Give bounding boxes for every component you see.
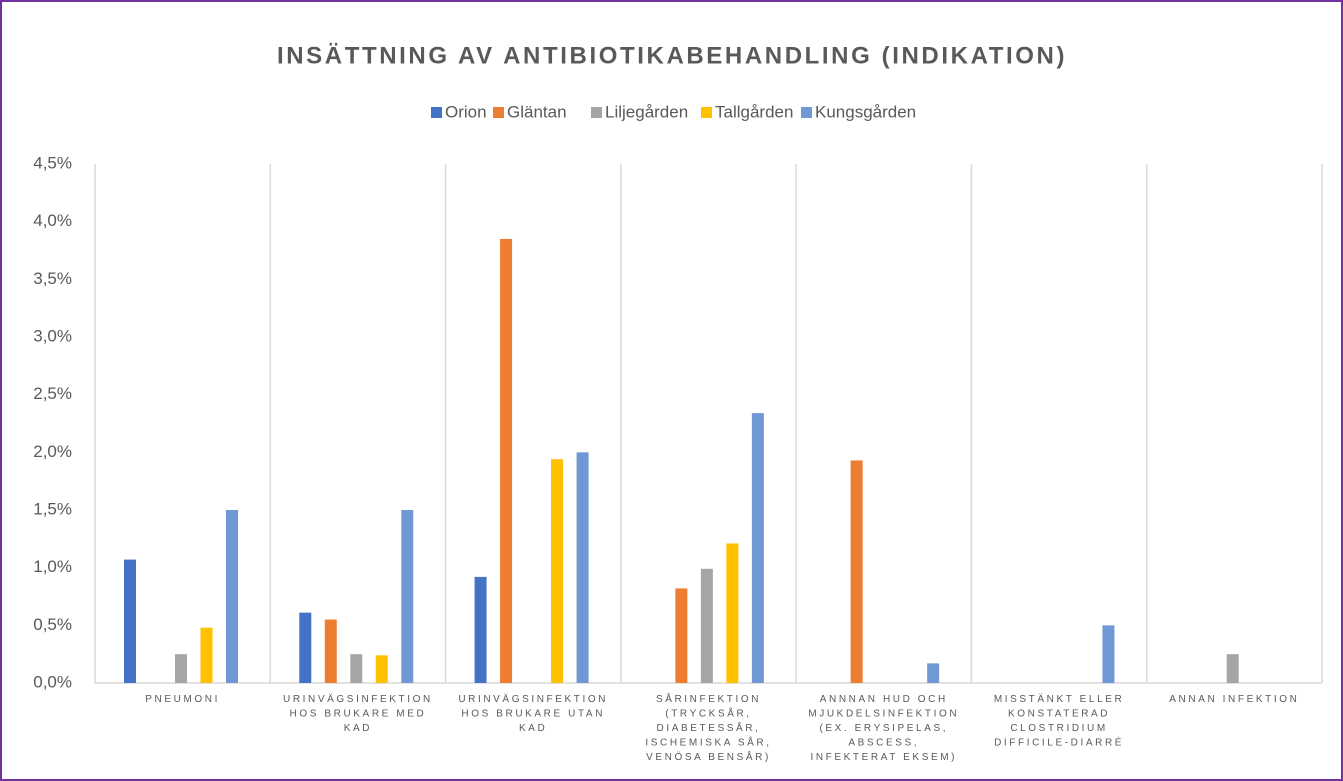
bar	[700, 568, 713, 683]
bar	[200, 627, 213, 683]
y-tick-label: 1,5%	[33, 499, 72, 518]
bar	[226, 510, 238, 683]
bar	[124, 559, 136, 683]
y-tick-label: 4,0%	[33, 211, 72, 230]
y-tick-label: 0,0%	[33, 672, 72, 691]
legend-swatch	[801, 107, 812, 118]
x-tick-label: SÅRINFEKTION (TRYCKSÅR, DIABETESSÅR, ISCHEM…	[645, 692, 771, 763]
bar	[175, 654, 187, 683]
bar	[927, 663, 940, 683]
bar	[350, 654, 363, 683]
legend-swatch	[493, 107, 504, 118]
bar	[1226, 654, 1239, 683]
bar	[551, 459, 564, 683]
legend-swatch	[431, 107, 442, 118]
legend-swatch	[701, 107, 712, 118]
y-tick-label: 4,5%	[33, 153, 72, 172]
x-tick-label: ANNNAN HUD OCH MJUKDELSINFEKTION (EX. ERYS…	[808, 694, 959, 763]
bar	[576, 452, 589, 683]
legend-label: Gläntan	[507, 102, 567, 121]
bar	[500, 238, 513, 683]
bar	[726, 543, 739, 683]
bar	[850, 460, 863, 683]
legend-label: Orion	[445, 102, 487, 121]
legend-label: Liljegården	[605, 102, 688, 121]
y-tick-label: 3,0%	[33, 326, 72, 345]
legend-label: Tallgården	[715, 102, 793, 121]
bar	[324, 619, 337, 683]
x-tick-label: PNEUMONI	[145, 694, 220, 705]
y-tick-label: 2,5%	[33, 384, 72, 403]
bar	[1102, 625, 1115, 683]
y-tick-label: 0,5%	[33, 615, 72, 634]
bar	[751, 413, 764, 683]
x-tick-label: MISSTÄNKT ELLER KONSTATERAD CLOSTRIDIUM DIF…	[994, 693, 1125, 749]
bar	[299, 612, 312, 683]
legend-swatch	[591, 107, 602, 118]
bar	[375, 655, 388, 683]
x-tick-label: URINVÄGSINFEKTION HOS BRUKARE UTAN KAD	[458, 693, 608, 734]
y-tick-label: 2,0%	[33, 442, 72, 461]
bar	[401, 510, 414, 683]
x-tick-label: URINVÄGSINFEKTION HOS BRUKARE MED KAD	[283, 693, 433, 734]
x-tick-label: ANNAN INFEKTION	[1169, 694, 1299, 705]
y-tick-label: 3,5%	[33, 269, 72, 288]
bar	[474, 576, 487, 683]
bar	[675, 588, 688, 683]
legend-label: Kungsgården	[815, 102, 916, 121]
chart-title: INSÄTTNING AV ANTIBIOTIKABEHANDLING (IND…	[277, 42, 1067, 69]
y-tick-label: 1,0%	[33, 557, 72, 576]
